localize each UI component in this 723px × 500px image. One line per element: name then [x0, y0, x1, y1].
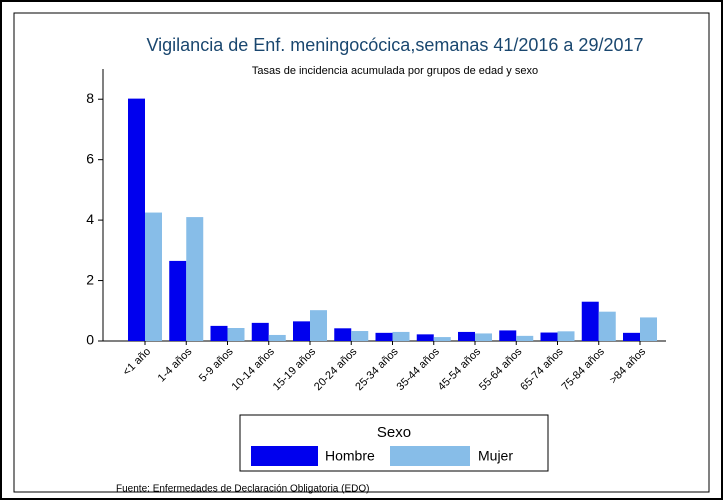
bar	[433, 337, 451, 341]
bar	[581, 301, 599, 341]
bar	[557, 331, 575, 341]
bar	[334, 328, 352, 341]
bar	[458, 331, 475, 341]
legend-label: Mujer	[478, 448, 513, 464]
y-tick-label: 4	[86, 211, 94, 227]
bar	[640, 317, 657, 341]
bar	[268, 334, 286, 341]
bar	[293, 321, 310, 341]
bar	[186, 217, 204, 341]
legend-title: Sexo	[377, 424, 411, 441]
bar	[310, 310, 327, 341]
bar	[516, 335, 534, 341]
bar	[128, 98, 145, 342]
legend-swatch	[390, 446, 470, 466]
y-tick-label: 2	[86, 271, 94, 287]
bar	[623, 332, 640, 341]
y-tick-label: 8	[86, 90, 94, 106]
bar	[416, 334, 434, 341]
chart-subtitle: Tasas de incidencia acumulada por grupos…	[252, 65, 538, 77]
bar	[210, 325, 228, 341]
bar	[540, 332, 558, 341]
bar	[227, 328, 245, 341]
y-tick-label: 6	[86, 150, 94, 166]
bar	[475, 333, 492, 341]
bar	[499, 330, 517, 341]
bar	[392, 331, 410, 341]
chart-title: Vigilancia de Enf. meningocócica,semanas…	[146, 35, 643, 55]
bar	[145, 212, 162, 341]
note: Fuente: Enfermedades de Declaración Obli…	[116, 484, 369, 495]
bar	[169, 260, 187, 341]
y-tick-label: 0	[86, 332, 94, 348]
bar	[375, 332, 393, 341]
bar	[598, 311, 616, 341]
legend-label: Hombre	[325, 448, 375, 464]
bar	[251, 322, 269, 341]
bar	[351, 331, 369, 341]
legend-swatch	[251, 446, 318, 466]
